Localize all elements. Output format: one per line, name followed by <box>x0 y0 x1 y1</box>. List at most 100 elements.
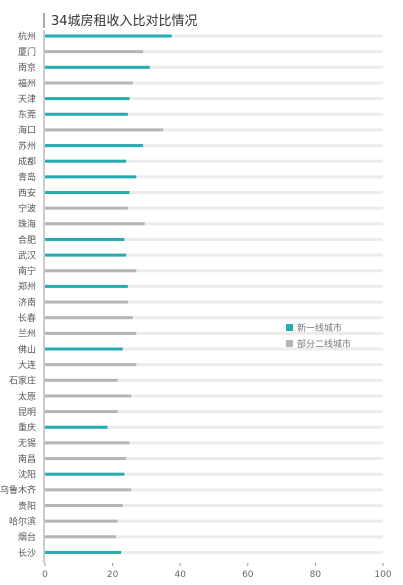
x-axis-ticks: 0 20 40 60 80 100 <box>42 563 392 580</box>
bar-3[interactable] <box>45 81 133 85</box>
row-backgrounds <box>45 34 383 554</box>
row-background <box>45 159 383 163</box>
category-label: 佛山 <box>18 343 36 355</box>
bar-13[interactable] <box>45 237 125 241</box>
legend-swatch-tier2[interactable] <box>286 340 293 347</box>
x-tick-label: 60 <box>242 570 254 580</box>
x-tick-label: 40 <box>174 570 186 580</box>
row-background <box>45 112 383 116</box>
bar-26[interactable] <box>45 441 130 445</box>
row-background <box>45 300 383 304</box>
bar-23[interactable] <box>45 394 132 398</box>
category-label: 海口 <box>18 124 36 136</box>
row-background <box>45 425 383 429</box>
row-background <box>45 472 383 476</box>
category-label: 杭州 <box>18 30 36 42</box>
bar-29[interactable] <box>45 488 132 492</box>
bar-7[interactable] <box>45 144 144 148</box>
bar-4[interactable] <box>45 97 130 101</box>
bar-6[interactable] <box>45 128 164 132</box>
bar-30[interactable] <box>45 504 123 507</box>
category-label: 贵阳 <box>18 500 36 512</box>
row-background <box>45 222 383 226</box>
row-background <box>45 378 383 382</box>
bar-19[interactable] <box>45 331 137 335</box>
bar-31[interactable] <box>45 519 118 523</box>
category-label: 青岛 <box>18 171 36 183</box>
row-background <box>45 175 383 179</box>
category-label: 无锡 <box>18 438 36 449</box>
legend-swatch-tier1[interactable] <box>286 324 293 331</box>
bar-2[interactable] <box>45 65 150 69</box>
category-label: 石家庄 <box>9 375 36 387</box>
bar-0[interactable] <box>45 34 172 38</box>
category-labels: 杭州厦门南京福州天津东莞海口苏州成都青岛西安宁波珠海合肥武汉南宁郑州济南长春兰州… <box>0 30 36 558</box>
row-background <box>45 441 383 445</box>
bar-12[interactable] <box>45 222 145 226</box>
bar-10[interactable] <box>45 191 130 194</box>
bars <box>45 34 172 554</box>
bar-8[interactable] <box>45 159 127 163</box>
legend-label-tier2[interactable]: 部分二线城市 <box>297 338 351 350</box>
row-background <box>45 488 383 492</box>
bar-21[interactable] <box>45 363 137 367</box>
category-label: 珠海 <box>18 218 36 230</box>
category-label: 武汉 <box>18 249 36 261</box>
category-label: 大连 <box>18 359 36 371</box>
row-background <box>45 206 383 210</box>
row-background <box>45 331 383 335</box>
row-background <box>45 316 383 320</box>
category-label: 烟台 <box>18 531 36 543</box>
bar-5[interactable] <box>45 112 128 116</box>
category-label: 昆明 <box>18 407 36 418</box>
row-background <box>45 550 383 554</box>
category-label: 太原 <box>18 390 36 402</box>
row-background <box>45 253 383 257</box>
bar-20[interactable] <box>45 347 123 351</box>
bar-18[interactable] <box>45 316 133 320</box>
category-label: 天津 <box>18 94 36 105</box>
bar-9[interactable] <box>45 175 137 179</box>
bar-17[interactable] <box>45 300 128 304</box>
category-label: 西安 <box>18 187 36 199</box>
row-background <box>45 65 383 69</box>
bar-22[interactable] <box>45 378 118 382</box>
category-label: 南京 <box>18 62 36 74</box>
bar-24[interactable] <box>45 410 118 414</box>
row-background <box>45 347 383 351</box>
row-background <box>45 457 383 461</box>
bar-33[interactable] <box>45 550 122 554</box>
legend-label-tier1[interactable]: 新一线城市 <box>297 322 342 334</box>
bar-32[interactable] <box>45 535 116 539</box>
bar-28[interactable] <box>45 472 125 476</box>
chart-title: 34城房租收入比对比情况 <box>51 13 198 29</box>
category-label: 福州 <box>18 77 36 89</box>
bar-1[interactable] <box>45 50 144 54</box>
x-tick-label: 100 <box>374 570 391 580</box>
category-label: 南昌 <box>18 453 36 465</box>
row-background <box>45 394 383 398</box>
x-tick-label: 80 <box>310 570 322 580</box>
bar-16[interactable] <box>45 284 128 288</box>
category-label: 兰州 <box>18 328 36 340</box>
category-label: 济南 <box>18 296 36 308</box>
row-background <box>45 237 383 241</box>
bar-11[interactable] <box>45 206 128 210</box>
category-label: 厦门 <box>18 46 36 58</box>
category-label: 沈阳 <box>18 469 36 481</box>
row-background <box>45 128 383 132</box>
bar-15[interactable] <box>45 269 137 273</box>
category-label: 苏州 <box>18 140 36 152</box>
row-background <box>45 97 383 101</box>
row-background <box>45 191 383 194</box>
category-label: 长春 <box>18 312 36 324</box>
bar-14[interactable] <box>45 253 127 257</box>
row-background <box>45 144 383 148</box>
row-background <box>45 269 383 273</box>
x-tick-label: 20 <box>107 570 119 580</box>
x-tick-label: 0 <box>42 570 48 580</box>
bar-25[interactable] <box>45 425 108 429</box>
row-background <box>45 363 383 367</box>
bar-27[interactable] <box>45 457 127 461</box>
